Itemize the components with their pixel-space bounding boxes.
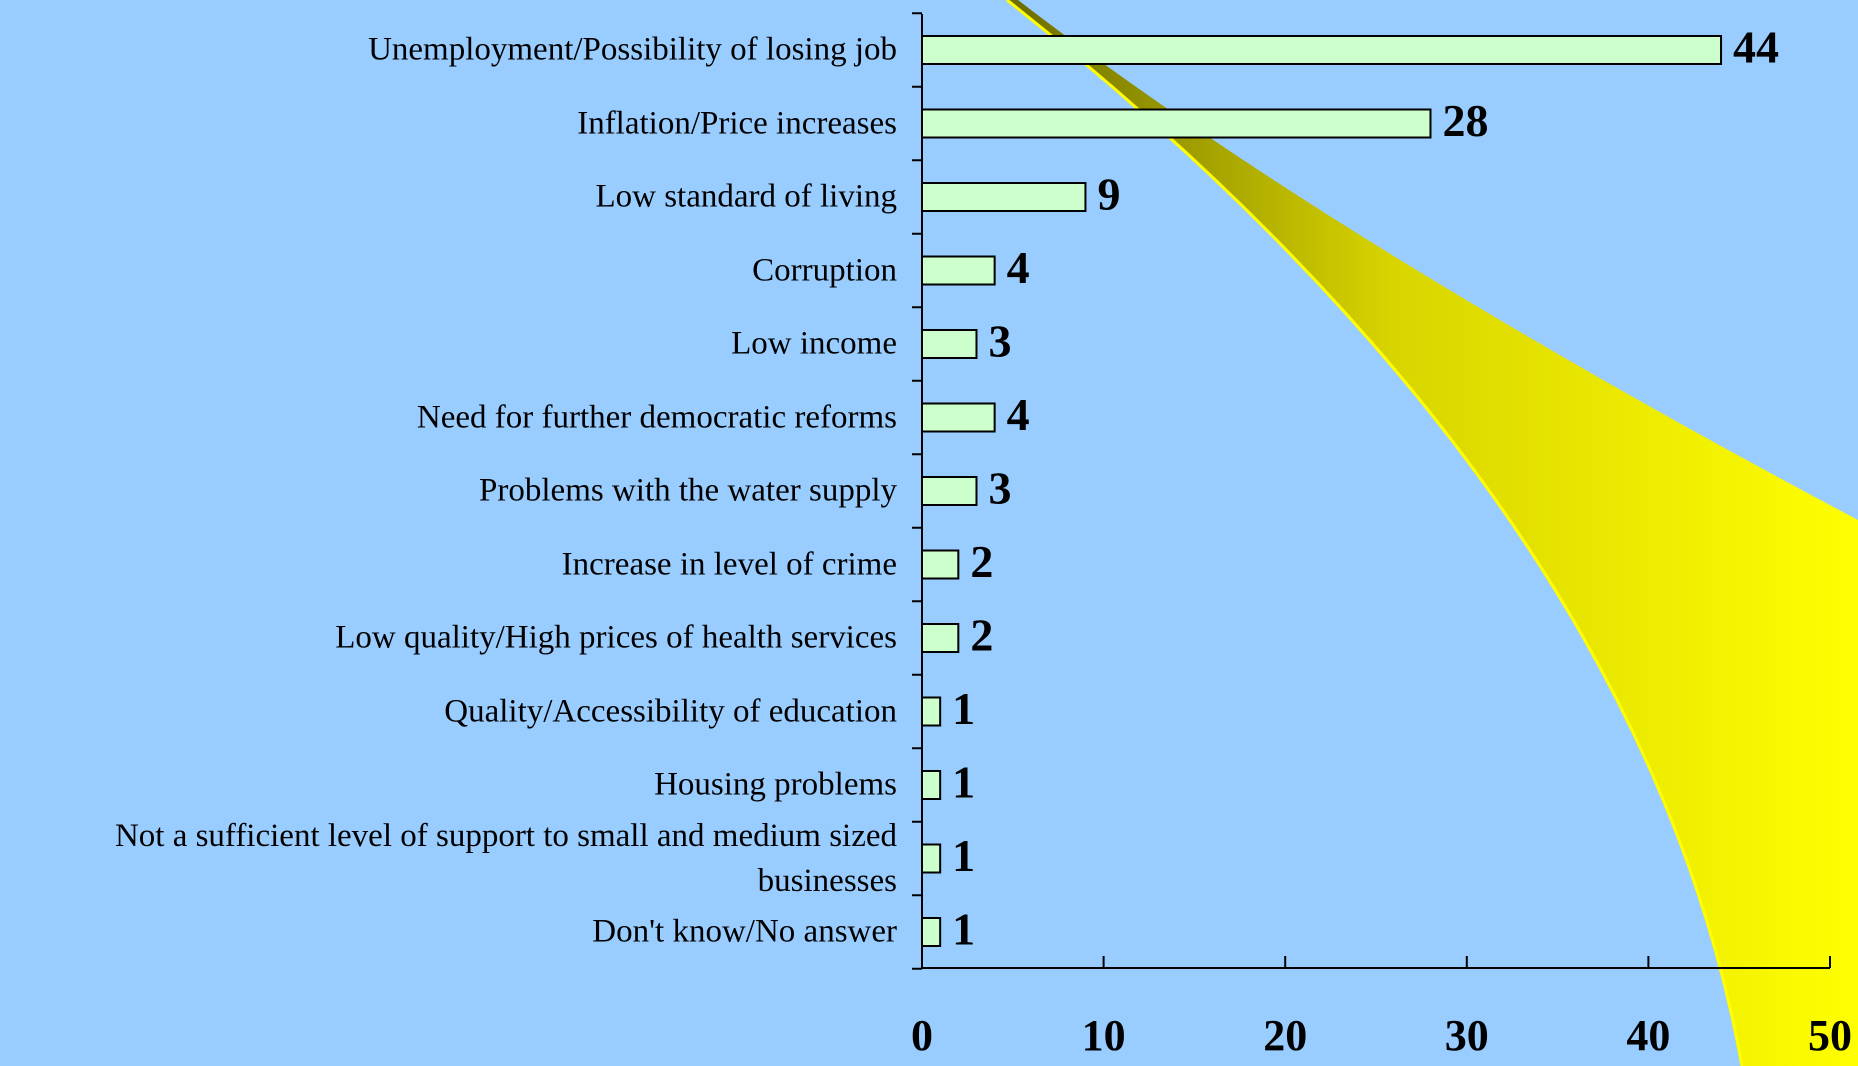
x-tick-label: 10 bbox=[1082, 1011, 1126, 1060]
bar bbox=[922, 183, 1085, 211]
bar bbox=[922, 698, 940, 726]
value-label: 28 bbox=[1442, 95, 1488, 146]
category-label: Problems with the water supply bbox=[10, 469, 897, 514]
category-label: Need for further democratic reforms bbox=[10, 395, 897, 440]
value-label: 1 bbox=[952, 757, 975, 808]
value-label: 44 bbox=[1733, 22, 1779, 73]
bar bbox=[922, 257, 995, 285]
category-label: Quality/Accessibility of education bbox=[10, 689, 897, 734]
category-label: Increase in level of crime bbox=[10, 542, 897, 587]
page: 0 10 20 30 40 50 44 28 9 4 3 4 3 2 2 1 1 1 1 Unemployment/… bbox=[0, 0, 1858, 1066]
category-label: Corruption bbox=[10, 248, 897, 293]
category-label: Low income bbox=[10, 322, 897, 367]
x-tick-label: 20 bbox=[1263, 1011, 1307, 1060]
category-label: Not a sufficient level of support to sma… bbox=[10, 814, 897, 904]
value-label: 1 bbox=[952, 904, 975, 955]
chart: 0 10 20 30 40 50 44 28 9 4 3 4 3 2 2 1 1 1 1 bbox=[0, 0, 1858, 1066]
bar bbox=[922, 477, 976, 505]
category-label: Unemployment/Possibility of losing job bbox=[10, 28, 897, 73]
category-label: Low standard of living bbox=[10, 175, 897, 220]
bar bbox=[922, 330, 976, 358]
value-label: 9 bbox=[1097, 169, 1120, 220]
bar bbox=[922, 845, 940, 873]
value-label: 2 bbox=[970, 536, 993, 587]
category-label: Low quality/High prices of health servic… bbox=[10, 616, 897, 661]
value-label: 3 bbox=[988, 463, 1011, 514]
x-tick-label: 0 bbox=[911, 1011, 933, 1060]
category-label: Housing problems bbox=[10, 763, 897, 808]
value-label: 4 bbox=[1007, 389, 1030, 440]
decor-swoosh bbox=[1007, 0, 1858, 1066]
bar bbox=[922, 918, 940, 946]
category-label: Don't know/No answer bbox=[10, 910, 897, 955]
value-label: 1 bbox=[952, 830, 975, 881]
value-label: 1 bbox=[952, 683, 975, 734]
value-label: 2 bbox=[970, 610, 993, 661]
bar bbox=[922, 771, 940, 799]
category-label: Inflation/Price increases bbox=[10, 101, 897, 146]
bar bbox=[922, 624, 958, 652]
x-tick-label: 40 bbox=[1626, 1011, 1670, 1060]
bar bbox=[922, 404, 995, 432]
bar bbox=[922, 551, 958, 579]
value-label: 3 bbox=[988, 316, 1011, 367]
x-tick-label: 50 bbox=[1808, 1011, 1852, 1060]
x-tick-label: 30 bbox=[1445, 1011, 1489, 1060]
bar bbox=[922, 36, 1721, 64]
bar bbox=[922, 110, 1430, 138]
value-label: 4 bbox=[1007, 242, 1030, 293]
